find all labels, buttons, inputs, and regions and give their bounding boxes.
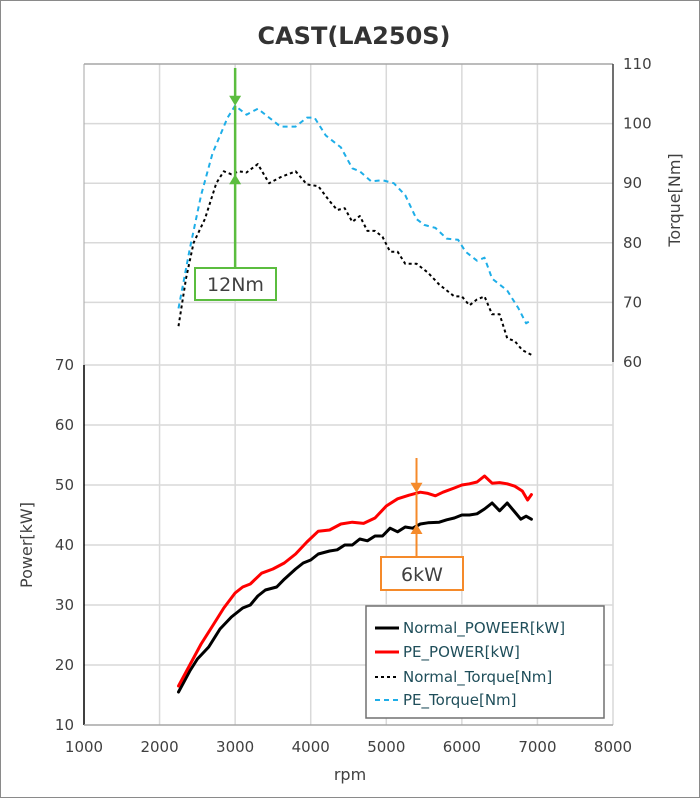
annotation-arrowhead-down (229, 95, 242, 106)
annotations: 12Nm 6kW (194, 68, 464, 591)
y2-tick-label: 60 (623, 353, 642, 371)
y-tick-label: 30 (55, 596, 74, 614)
x-axis-label: rpm (334, 765, 366, 784)
x-tick-label: 4000 (292, 738, 330, 756)
y2-axis-label: Torque[Nm] (665, 153, 684, 247)
legend-label-pe-torque: PE_Torque[Nm] (403, 691, 517, 710)
annotation-label-6kw: 6kW (401, 564, 443, 586)
y2-tick-label: 90 (623, 174, 642, 192)
y-tick-label: 70 (55, 356, 74, 374)
y-tick-label: 10 (55, 716, 74, 734)
annotation-arrowhead-up (229, 174, 242, 185)
legend: Normal_POWEER[kW] PE_POWER[kW] Normal_To… (365, 605, 605, 719)
legend-label-normal-torque: Normal_Torque[Nm] (403, 668, 552, 687)
x-tick-label: 7000 (518, 738, 556, 756)
y-tick-label: 20 (55, 656, 74, 674)
y-tick-label: 60 (55, 416, 74, 434)
y-tick-label: 50 (55, 476, 74, 494)
x-tick-label: 6000 (443, 738, 481, 756)
x-tick-label: 2000 (140, 738, 178, 756)
axes (83, 63, 614, 726)
annotation-arrowhead-down (410, 482, 423, 493)
series-line-normal-poweer-kw (177, 501, 533, 694)
x-tick-label: 8000 (594, 738, 632, 756)
series-group (177, 104, 533, 694)
legend-label-pe-power: PE_POWER[kW] (403, 643, 520, 662)
series-line-pe-power-kw (177, 474, 533, 688)
series-line-pe-torque-nm (177, 104, 532, 325)
annotation-box-12nm (194, 267, 277, 301)
annotation-box-6kw (380, 556, 464, 591)
y-tick-label: 40 (55, 536, 74, 554)
legend-label-normal-power: Normal_POWEER[kW] (403, 619, 565, 638)
y-axis-label: Power[kW] (17, 502, 36, 588)
chart-title: CAST(LA250S) (257, 22, 450, 50)
annotation-arrowhead-up (410, 524, 423, 534)
y2-tick-label: 70 (623, 293, 642, 311)
y2-tick-labels: 60 70 80 90 100 110 (623, 55, 652, 371)
y2-tick-label: 100 (623, 115, 652, 133)
x-tick-label: 1000 (65, 738, 103, 756)
legend-box (365, 605, 605, 719)
annotation-label-12nm: 12Nm (207, 274, 264, 296)
x-tick-labels: 1000 2000 3000 4000 5000 6000 7000 8000 (65, 738, 632, 756)
y2-tick-label: 80 (623, 234, 642, 252)
series-line-normal-torque-nm (177, 163, 532, 356)
x-tick-label: 5000 (367, 738, 405, 756)
y-tick-labels: 10 20 30 40 50 60 70 (55, 356, 74, 734)
x-tick-label: 3000 (216, 738, 254, 756)
y2-tick-label: 110 (623, 55, 652, 73)
